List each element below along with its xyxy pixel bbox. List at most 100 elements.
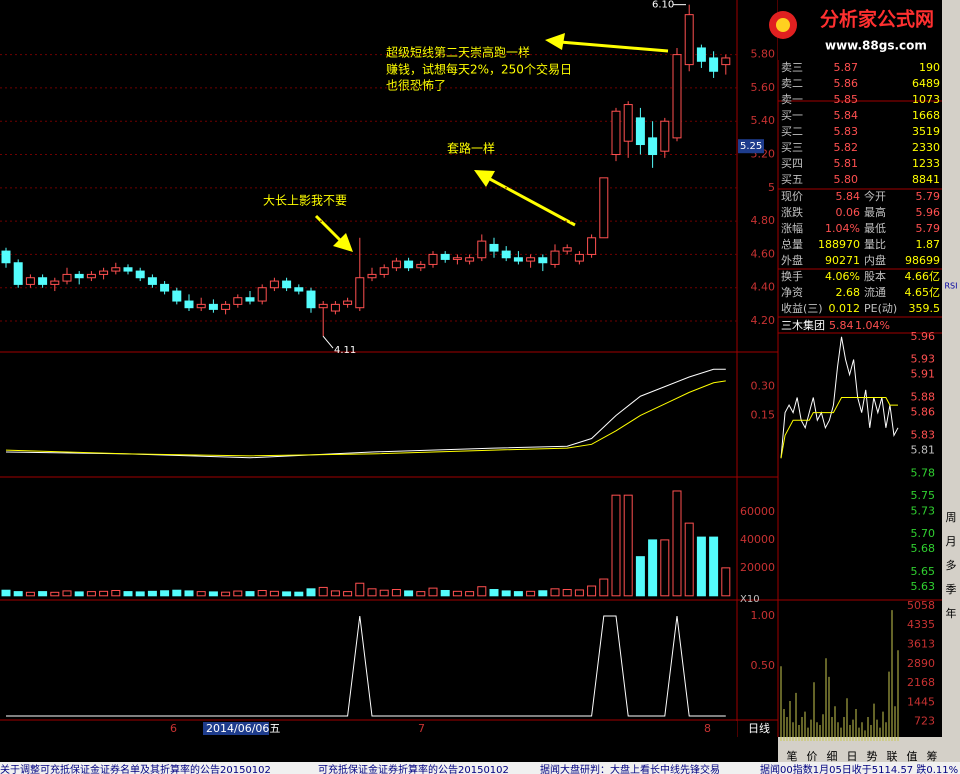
order-volume: 1233 [912, 157, 940, 170]
volume-bar [233, 590, 243, 597]
candle-body [416, 263, 426, 269]
volume-bar [160, 590, 170, 597]
candle-body [50, 280, 60, 285]
volume-bar [660, 539, 670, 597]
tab[interactable]: 价 [807, 750, 818, 763]
period-label[interactable]: 日线 [748, 721, 770, 735]
candle-body [721, 57, 731, 66]
volume-bar [440, 589, 450, 597]
candle-body [62, 273, 72, 282]
y-tick-label: 5 [768, 181, 775, 194]
quote-value: 2.68 [836, 286, 861, 299]
candle-body [99, 270, 109, 275]
volume-bar [562, 589, 572, 597]
y-tick-label: 0.30 [751, 380, 776, 393]
toolbar-button[interactable]: 多 [946, 558, 957, 572]
order-volume: 1073 [912, 93, 940, 106]
toolbar-button[interactable]: 年 [946, 606, 957, 620]
candle-body [306, 290, 316, 309]
y-tick-label: 5.68 [911, 542, 936, 555]
volume-bar [355, 582, 365, 597]
date-label: 8 [704, 722, 711, 735]
tab[interactable]: 联 [887, 750, 898, 763]
tab[interactable]: 势 [867, 750, 878, 763]
volume-bar [99, 590, 109, 597]
order-price: 5.87 [834, 61, 859, 74]
volume-bar [404, 590, 414, 597]
candle-body [562, 247, 572, 252]
candle-body [233, 297, 243, 305]
annotation: 大长上影我不要 [263, 194, 347, 208]
volume-bar [123, 591, 133, 597]
y-tick-label: 5.93 [911, 353, 936, 366]
date-label: 2014/06/06五 [206, 722, 280, 735]
tab[interactable]: 日 [847, 750, 858, 763]
candle-body [269, 280, 279, 289]
tab[interactable]: 值 [907, 750, 918, 763]
candle-body [147, 277, 157, 285]
y-tick-label: 5.60 [751, 81, 776, 94]
volume-bar [257, 589, 267, 597]
quote-value: 4.06% [825, 270, 860, 283]
y-tick-label: 1445 [907, 695, 935, 708]
volume-bar [245, 591, 255, 597]
quote-label: 量比 [864, 238, 886, 251]
toolbar-button[interactable]: 周 [946, 511, 957, 524]
order-price: 5.80 [834, 173, 859, 186]
candle-body [13, 262, 23, 285]
candle-body [574, 253, 584, 262]
candle-body [526, 257, 536, 262]
toolbar-button[interactable]: RSI [945, 282, 958, 291]
candle-body [538, 257, 548, 264]
candle-body [489, 243, 499, 252]
tab[interactable]: 筹 [927, 749, 938, 763]
y-tick-label: 4.40 [751, 281, 776, 294]
toolbar-button[interactable]: 月 [946, 535, 957, 548]
toolbar-button[interactable]: 季 [946, 583, 957, 596]
order-label: 买四 [781, 157, 803, 170]
y-tick-label: 5.80 [751, 48, 776, 61]
quote-label: 股本 [864, 269, 886, 283]
volume-bar [62, 590, 72, 597]
candle-body [25, 277, 35, 285]
candle-body [684, 14, 694, 66]
candle-body [160, 283, 170, 292]
candle-body [404, 260, 414, 269]
volume-bar [196, 591, 206, 597]
y-tick-label: 1.00 [751, 609, 776, 622]
order-label: 卖二 [781, 77, 803, 90]
signal-line [6, 615, 726, 717]
y-tick-label: 5.65 [911, 565, 936, 578]
order-label: 卖一 [781, 93, 803, 106]
order-volume: 8841 [912, 173, 940, 186]
status-text: 可充抵保证金证券折算率的公告20150102 [318, 763, 509, 774]
logo-url: www.88gs.com [825, 39, 927, 53]
y-tick-label: 5.73 [911, 504, 936, 517]
status-text: 据闻00指数1月05日收于5114.57 跌0.11% [760, 763, 958, 774]
order-volume: 3519 [912, 125, 940, 138]
status-bar [0, 762, 960, 774]
tab[interactable]: 细 [827, 750, 838, 763]
volume-bar [611, 494, 621, 597]
order-price: 5.81 [834, 157, 859, 170]
current-price-label: 5.25 [740, 141, 762, 152]
quote-value: 1.87 [916, 238, 941, 251]
candle-body [221, 303, 231, 310]
quote-value: 359.5 [909, 302, 941, 315]
quote-value: 90271 [825, 254, 860, 267]
volume-bar [587, 585, 597, 597]
tab[interactable]: 笔 [787, 749, 798, 763]
volume-bar [135, 591, 145, 597]
low-label: 4.11 [334, 345, 356, 356]
intraday-pct: 1.04% [855, 319, 890, 332]
candle-body [330, 303, 340, 312]
order-price: 5.86 [834, 77, 859, 90]
candle-body [86, 273, 96, 279]
candle-body [355, 277, 365, 309]
quote-label: 净资 [781, 285, 803, 299]
candle-body [635, 117, 645, 146]
volume-bar [86, 591, 96, 597]
volume-bar [147, 590, 157, 597]
candle-body [465, 257, 475, 262]
